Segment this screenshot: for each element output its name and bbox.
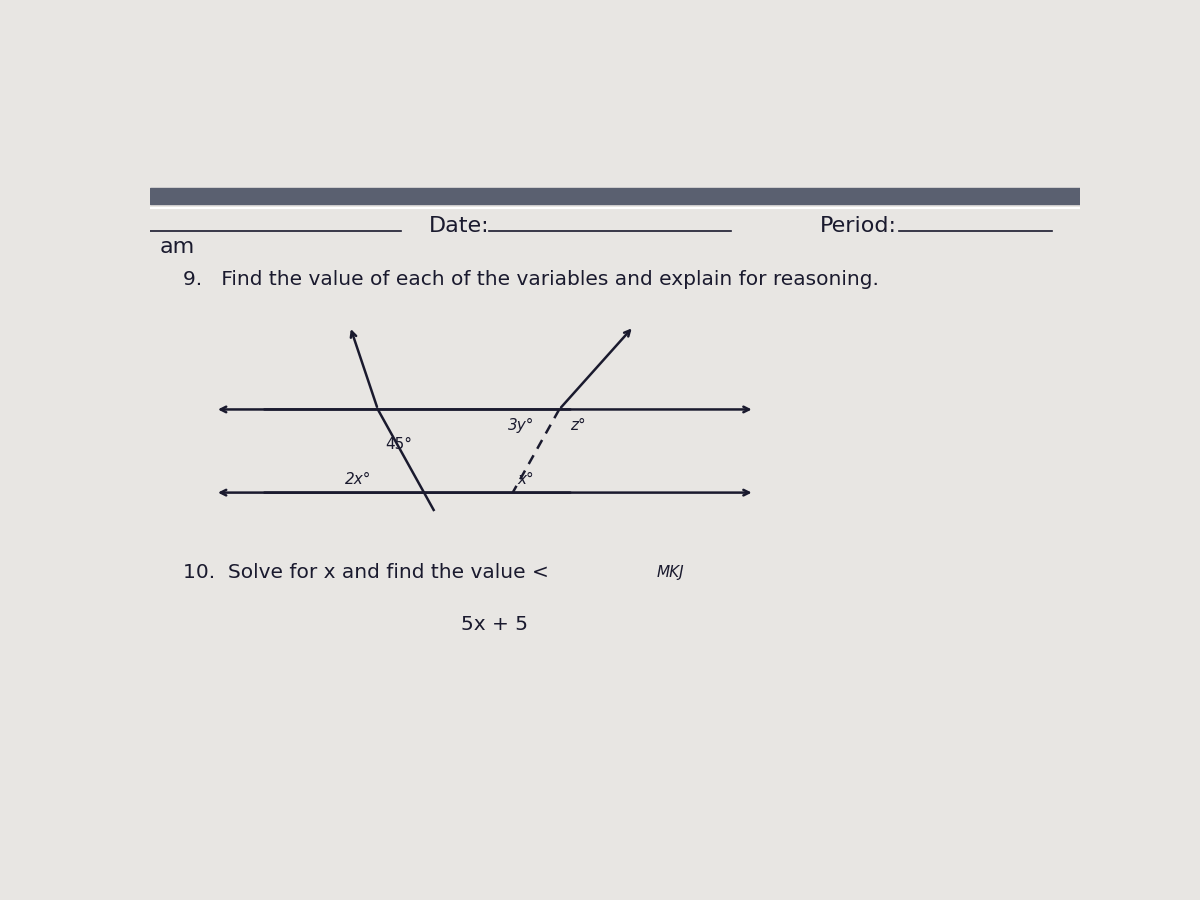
Text: am: am [160,237,194,256]
Text: Period:: Period: [820,216,896,236]
Text: z°: z° [570,418,586,433]
Text: 45°: 45° [385,436,413,452]
Text: 3y°: 3y° [508,418,534,433]
Bar [150,188,1080,203]
Text: 9.   Find the value of each of the variables and explain for reasoning.: 9. Find the value of each of the variabl… [182,270,878,290]
Text: 2x°: 2x° [346,472,372,487]
Text: Date:: Date: [430,216,490,236]
Text: 5x + 5: 5x + 5 [461,615,528,634]
Text: MKJ: MKJ [656,565,684,580]
Text: 10.  Solve for x and find the value <: 10. Solve for x and find the value < [182,562,554,581]
Text: x°: x° [517,472,534,487]
